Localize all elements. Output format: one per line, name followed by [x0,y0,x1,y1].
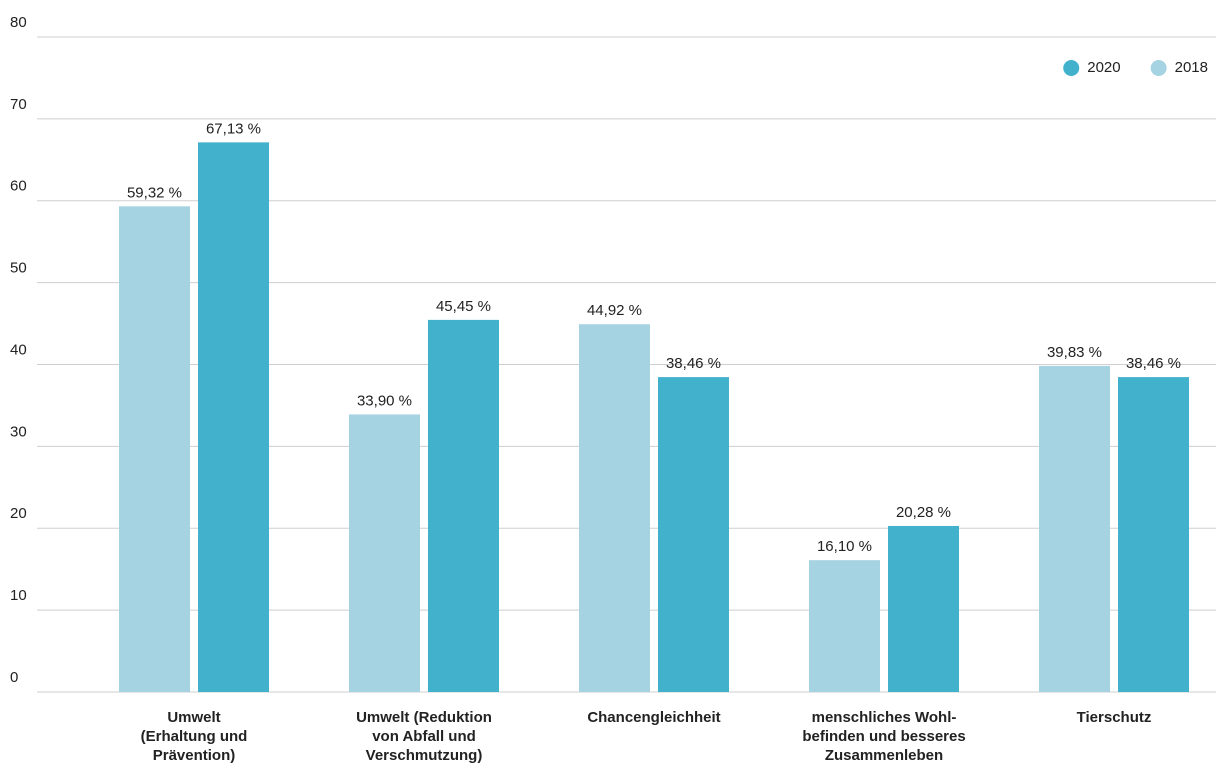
x-tick-label: Chancengleichheit [587,709,720,726]
y-tick-label: 20 [10,505,27,522]
value-label: 20,28 % [896,504,951,521]
value-label: 44,92 % [587,302,642,319]
legend-swatch [1150,60,1167,76]
value-label: 16,10 % [817,538,872,555]
y-tick-label: 80 [10,14,27,31]
bar [428,319,499,692]
legend-label: 2018 [1175,59,1208,76]
value-label: 39,83 % [1047,344,1102,361]
bar [579,324,650,692]
bar [119,206,190,692]
y-tick-label: 50 [10,260,27,277]
y-tick-label: 30 [10,423,27,440]
bar [809,560,880,692]
x-tick-label: menschliches Wohl-befinden und besseres Z… [802,709,965,764]
y-tick-label: 0 [10,669,18,686]
y-tick-label: 70 [10,96,27,113]
bar [198,142,269,693]
bar [1039,365,1110,692]
y-tick-label: 10 [10,587,27,604]
value-label: 67,13 % [206,120,261,137]
legend-swatch [1063,60,1080,76]
value-label: 33,90 % [357,392,412,409]
value-label: 38,46 % [666,355,721,372]
value-label: 38,46 % [1126,355,1181,372]
x-tick-label: Umwelt (Erhaltung und Prävention) [141,709,248,764]
x-tick-label: Tierschutz [1077,709,1152,726]
legend-label: 2020 [1087,59,1120,76]
value-label: 59,32 % [127,184,182,201]
x-tick-label: Umwelt (Reduktion von Abfall und Verschmut… [356,709,492,764]
value-label: 45,45 % [436,298,491,315]
bar [1118,377,1189,692]
y-tick-label: 60 [10,178,27,195]
y-tick-label: 40 [10,341,27,358]
bar [658,377,729,692]
bar [349,414,420,692]
bar [888,525,959,692]
